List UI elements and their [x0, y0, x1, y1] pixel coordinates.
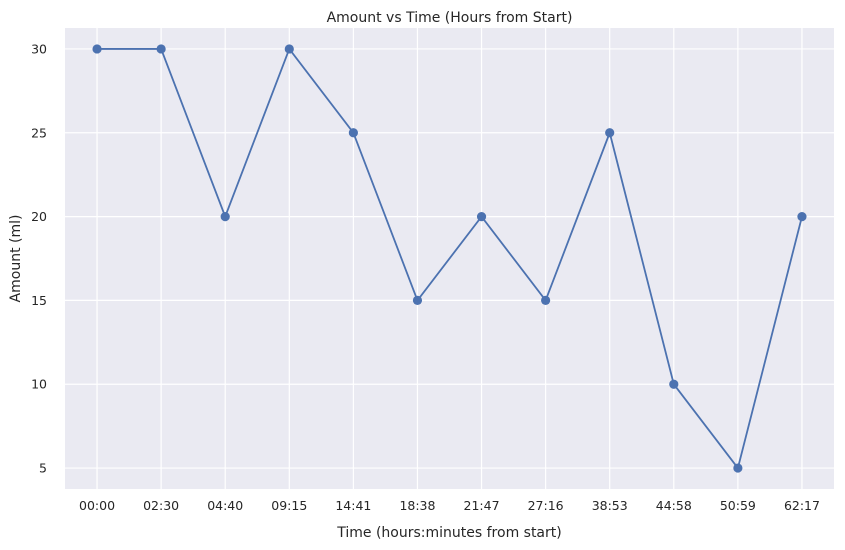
x-tick-label: 50:59: [720, 498, 756, 513]
y-tick-label: 15: [31, 293, 47, 308]
data-point: [476, 211, 487, 222]
x-tick-label: 18:38: [399, 498, 435, 513]
y-tick-labels: 5 10 15 20 25 30: [31, 41, 47, 475]
data-point: [669, 379, 679, 389]
x-tick-label: 04:40: [207, 498, 243, 513]
y-tick-label: 20: [31, 209, 47, 224]
series-layer: [92, 44, 807, 473]
x-tick-label: 02:30: [143, 498, 179, 513]
x-tick-label: 00:00: [79, 498, 115, 513]
data-point: [92, 44, 102, 54]
x-tick-labels: 00:00 02:30 04:40 09:15 14:41 18:38 21:47 27:16…: [79, 498, 820, 513]
data-point: [348, 128, 358, 138]
y-tick-label: 5: [39, 461, 47, 476]
data-point: [412, 295, 423, 306]
x-tick-label: 21:47: [464, 498, 500, 513]
data-point: [284, 44, 294, 54]
data-point: [220, 211, 230, 222]
data-point: [541, 295, 551, 306]
chart-title: Amount vs Time (Hours from Start): [327, 10, 573, 26]
y-tick-label: 30: [31, 41, 47, 56]
x-tick-label: 44:58: [656, 498, 692, 513]
y-axis-label: Amount (ml): [8, 215, 24, 303]
data-point: [605, 128, 615, 138]
data-point: [797, 211, 807, 222]
x-tick-label: 62:17: [784, 498, 820, 513]
x-tick-label: 09:15: [271, 498, 307, 513]
series-line: [97, 47, 803, 471]
x-axis-label: Time (hours:minutes from start): [336, 525, 561, 541]
x-tick-label: 14:41: [335, 498, 371, 513]
y-tick-label: 25: [31, 125, 47, 140]
x-tick-label: 38:53: [592, 498, 628, 513]
y-tick-label: 10: [31, 377, 47, 392]
x-tick-label: 27:16: [528, 498, 564, 513]
data-point: [733, 463, 743, 473]
data-point: [156, 44, 166, 54]
grid-lines: [65, 28, 834, 489]
